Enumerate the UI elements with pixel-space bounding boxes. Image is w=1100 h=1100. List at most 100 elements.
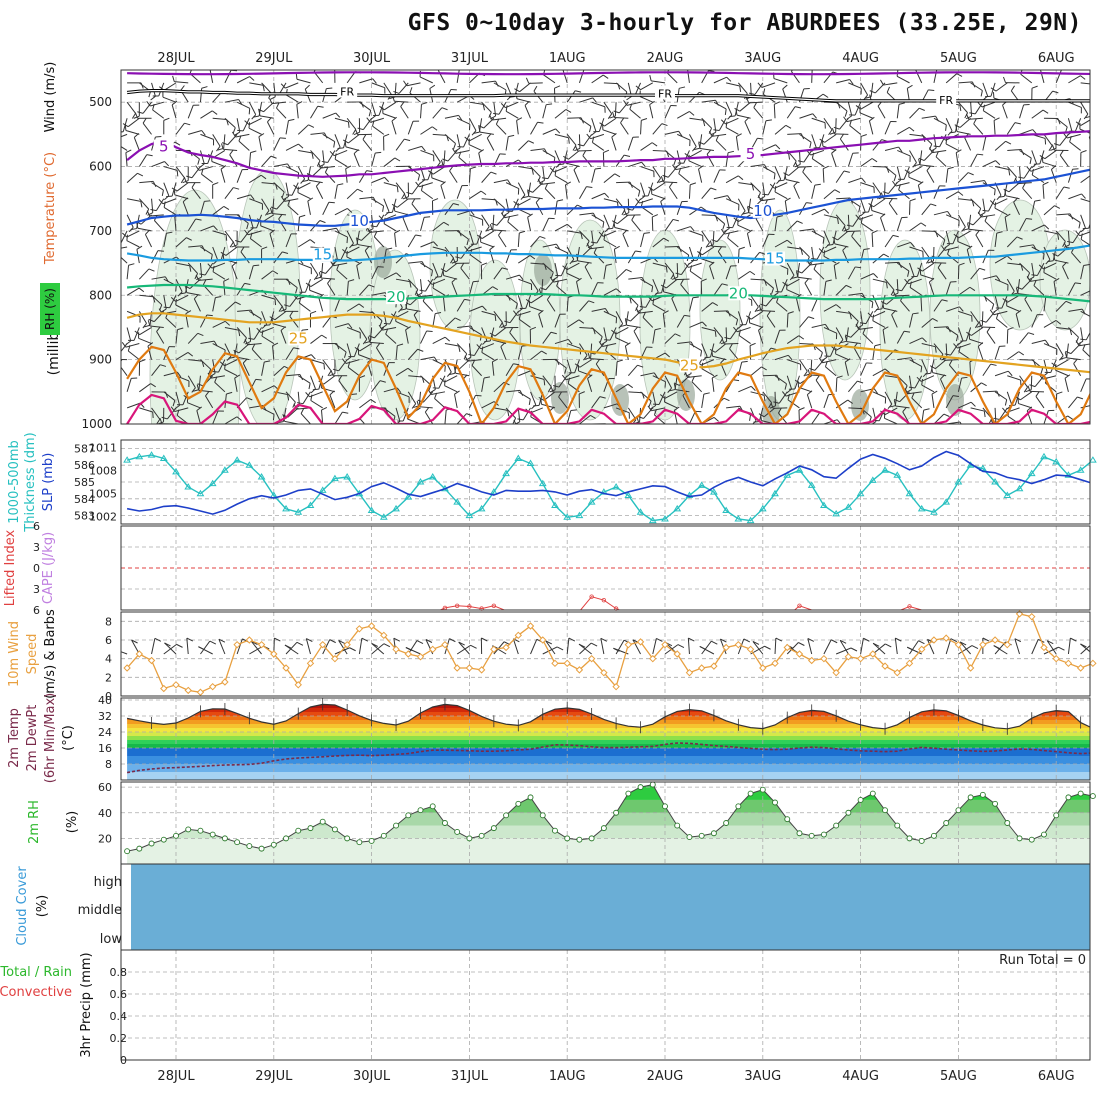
wind-barb xyxy=(844,361,849,376)
wind-barb-flag xyxy=(492,286,499,291)
wind-barb-flag xyxy=(601,340,608,345)
wind-barb-flag xyxy=(940,245,946,251)
wind-barb xyxy=(794,375,800,390)
wind-barb-flag xyxy=(661,123,668,127)
wind-barb xyxy=(1004,217,1008,231)
thickness-point xyxy=(502,469,510,477)
wind-barb-flag xyxy=(519,390,524,396)
wind-barb xyxy=(664,219,674,232)
li-point xyxy=(454,603,460,608)
wind-barb xyxy=(750,294,759,308)
li-ytick: 6 xyxy=(33,604,40,617)
wind-barb-flag xyxy=(653,408,657,415)
wind-barb-flag xyxy=(849,79,854,85)
wind-barb-flag xyxy=(528,140,535,144)
wind-barb-flag xyxy=(295,73,298,80)
wind-barb xyxy=(420,126,433,135)
wind-barb-flag xyxy=(376,342,381,349)
wind-barb xyxy=(748,198,752,213)
wind-barb xyxy=(988,198,996,212)
wind-barb-flag xyxy=(967,222,974,226)
wind-barb-flag xyxy=(350,244,358,247)
wind-barb xyxy=(310,106,319,119)
wind-barb xyxy=(835,101,848,112)
wind10-point xyxy=(123,664,131,672)
wind-barb xyxy=(797,276,812,280)
wind-barb xyxy=(689,117,704,121)
wind-barb-flag xyxy=(721,338,725,345)
wind-barb xyxy=(835,285,847,296)
wind10-point xyxy=(208,682,217,691)
wind-barb-flag xyxy=(783,172,789,176)
wind-barb xyxy=(248,101,257,115)
wind-barb xyxy=(406,82,421,87)
wind10-barb-flag xyxy=(752,640,760,645)
rh2m-point xyxy=(515,800,522,807)
wind-barb-flag xyxy=(253,115,260,118)
wind-barb-flag xyxy=(492,358,498,363)
wind-barb-flag xyxy=(824,324,830,330)
wind-barb xyxy=(836,197,851,200)
wind-barb xyxy=(884,417,898,424)
wind-barb-flag xyxy=(824,208,830,214)
wind-barb xyxy=(407,348,419,360)
temp-label-1: 2m Temp xyxy=(7,708,22,768)
wind-barb xyxy=(444,410,447,424)
wind-barb-flag xyxy=(413,310,419,316)
wind-barb xyxy=(578,70,585,84)
wind-barb-flag xyxy=(855,214,860,220)
wind-barb-flag xyxy=(504,320,511,324)
wind-barb xyxy=(872,368,886,377)
wind-barb-flag xyxy=(199,273,206,276)
wind-barb xyxy=(811,323,826,328)
wind10-point xyxy=(1052,654,1060,663)
wind-barb xyxy=(627,137,634,151)
wind-barb xyxy=(1043,262,1057,270)
wind-barb xyxy=(871,210,886,216)
wind-barb xyxy=(668,186,678,200)
wind-barb xyxy=(469,101,484,105)
wind-barb xyxy=(746,233,752,248)
wind10-barb xyxy=(456,644,471,655)
wind-barb-flag xyxy=(590,414,596,419)
wind-barb-flag xyxy=(500,342,506,348)
wind-barb xyxy=(1043,410,1049,424)
wind-barb xyxy=(603,101,613,115)
wind-barb xyxy=(603,198,618,203)
wind-barb xyxy=(854,101,862,116)
wind10-barb-flag xyxy=(449,638,456,643)
rh2m-point xyxy=(344,835,351,842)
wind-barb xyxy=(926,170,935,183)
wind-barb xyxy=(725,198,740,205)
wind-barb xyxy=(676,201,683,215)
wind-barb-flag xyxy=(674,406,680,411)
wind-barb-flag xyxy=(537,121,544,124)
wind-barb-flag xyxy=(689,111,695,116)
rh2m-point xyxy=(992,800,999,807)
wind-barb-flag xyxy=(193,294,199,300)
wind10-barb-flag xyxy=(458,641,465,646)
wind-barb xyxy=(1074,118,1082,132)
rh2m-point xyxy=(160,836,167,843)
wind-barb-flag xyxy=(312,388,319,391)
wind-barb xyxy=(276,107,287,119)
wind-barb xyxy=(1092,249,1093,263)
wind-barb-flag xyxy=(366,117,371,123)
wind-barb xyxy=(383,249,387,264)
wind-barb-flag xyxy=(313,70,316,73)
wind-barb xyxy=(236,118,241,133)
wind-barb xyxy=(187,105,194,119)
wind-barb xyxy=(799,113,813,119)
wind-barb xyxy=(647,182,654,197)
thickness-point xyxy=(563,513,572,520)
wind10-point xyxy=(807,656,816,665)
wind-barb xyxy=(418,406,433,409)
upper-wind-label: Wind (m/s) xyxy=(43,62,58,133)
wind-barb-flag xyxy=(711,350,714,357)
wind10-point xyxy=(135,650,144,658)
wind-barb xyxy=(308,179,323,184)
wind-barb-flag xyxy=(708,127,713,134)
wind-barb-flag xyxy=(1060,356,1067,360)
wind-barb xyxy=(767,182,776,196)
wind-barb-flag xyxy=(215,296,222,299)
